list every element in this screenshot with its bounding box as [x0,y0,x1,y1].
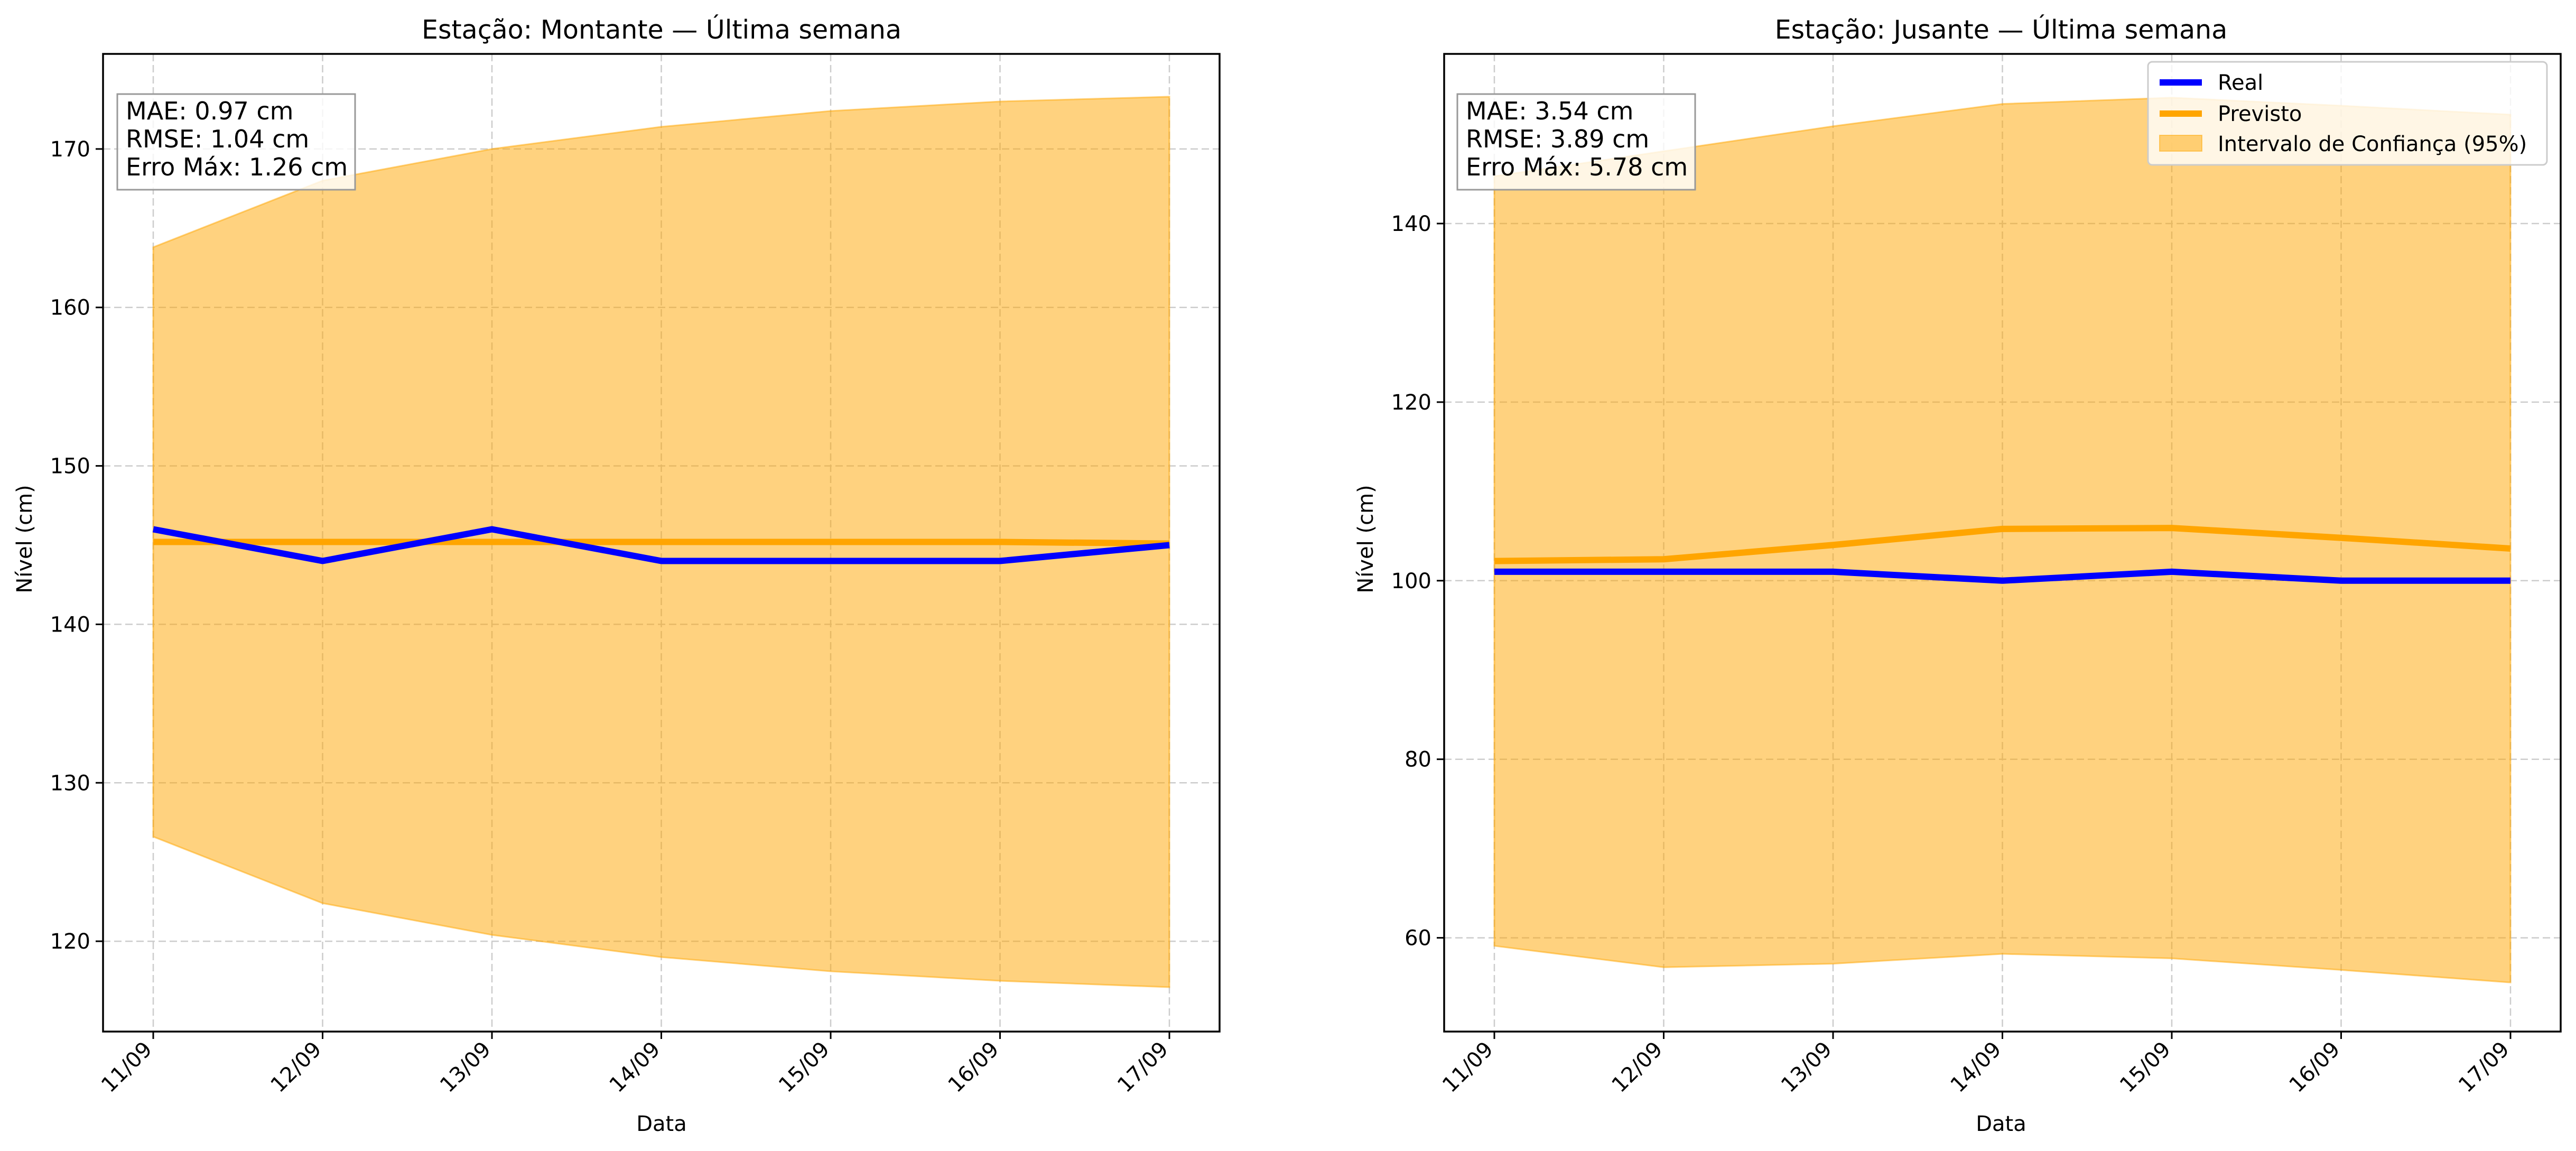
chart-title: Estação: Jusante — Última semana [1775,14,2228,45]
stats-max-error: Erro Máx: 5.78 cm [1466,153,1688,181]
y-tick-label: 80 [1405,748,1431,772]
y-axis-label: Nível (cm) [13,485,37,593]
y-tick-label: 140 [1391,212,1431,236]
x-axis-label: Data [1976,1112,2026,1136]
y-tick-label: 120 [50,930,90,954]
legend-label-previsto: Previsto [2218,102,2302,126]
series-line-previsto [153,539,1170,547]
series-line-real [1494,568,2510,584]
y-tick-label: 60 [1405,926,1431,951]
stats-rmse: RMSE: 1.04 cm [126,125,309,153]
stats-max-error: Erro Máx: 1.26 cm [126,153,348,181]
legend-frame [2147,61,2548,166]
x-axis-label: Data [636,1112,687,1136]
y-axis-label: Nível (cm) [1354,485,1378,593]
stats-box: MAE: 0.97 cm RMSE: 1.04 cm Erro Máx: 1.2… [116,93,356,191]
legend: Real Previsto Intervalo de Confiança (95… [2147,61,2548,166]
series-line-previsto [1494,525,2511,564]
y-tick-label: 100 [1391,569,1431,593]
stats-box-frame [1456,93,1696,191]
y-tick-label: 170 [50,137,90,162]
legend-swatch-interval [2159,135,2202,152]
series-line-real [152,526,1170,564]
stats-mae: MAE: 3.54 cm [1466,97,1634,125]
legend-label-interval: Intervalo de Confiança (95%) [2218,132,2527,156]
stats-box-frame [116,93,356,191]
chart-montante: Estação: Montante — Última semana Data N… [13,14,1221,1136]
chart-title: Estação: Montante — Última semana [422,14,901,45]
y-tick-label: 140 [50,612,90,637]
legend-label-real: Real [2218,71,2263,95]
y-axis: 60 80 100 120 140 [1391,212,1444,951]
stats-mae: MAE: 0.97 cm [126,97,294,125]
y-tick-label: 130 [50,771,90,795]
y-tick-label: 150 [50,454,90,479]
y-tick-label: 160 [50,296,90,320]
confidence-band [1493,97,2512,983]
stats-rmse: RMSE: 3.89 cm [1466,125,1649,153]
y-tick-label: 120 [1391,391,1431,415]
stats-box: MAE: 3.54 cm RMSE: 3.89 cm Erro Máx: 5.7… [1456,93,1696,191]
y-axis: 120 130 140 150 160 170 [50,137,103,954]
